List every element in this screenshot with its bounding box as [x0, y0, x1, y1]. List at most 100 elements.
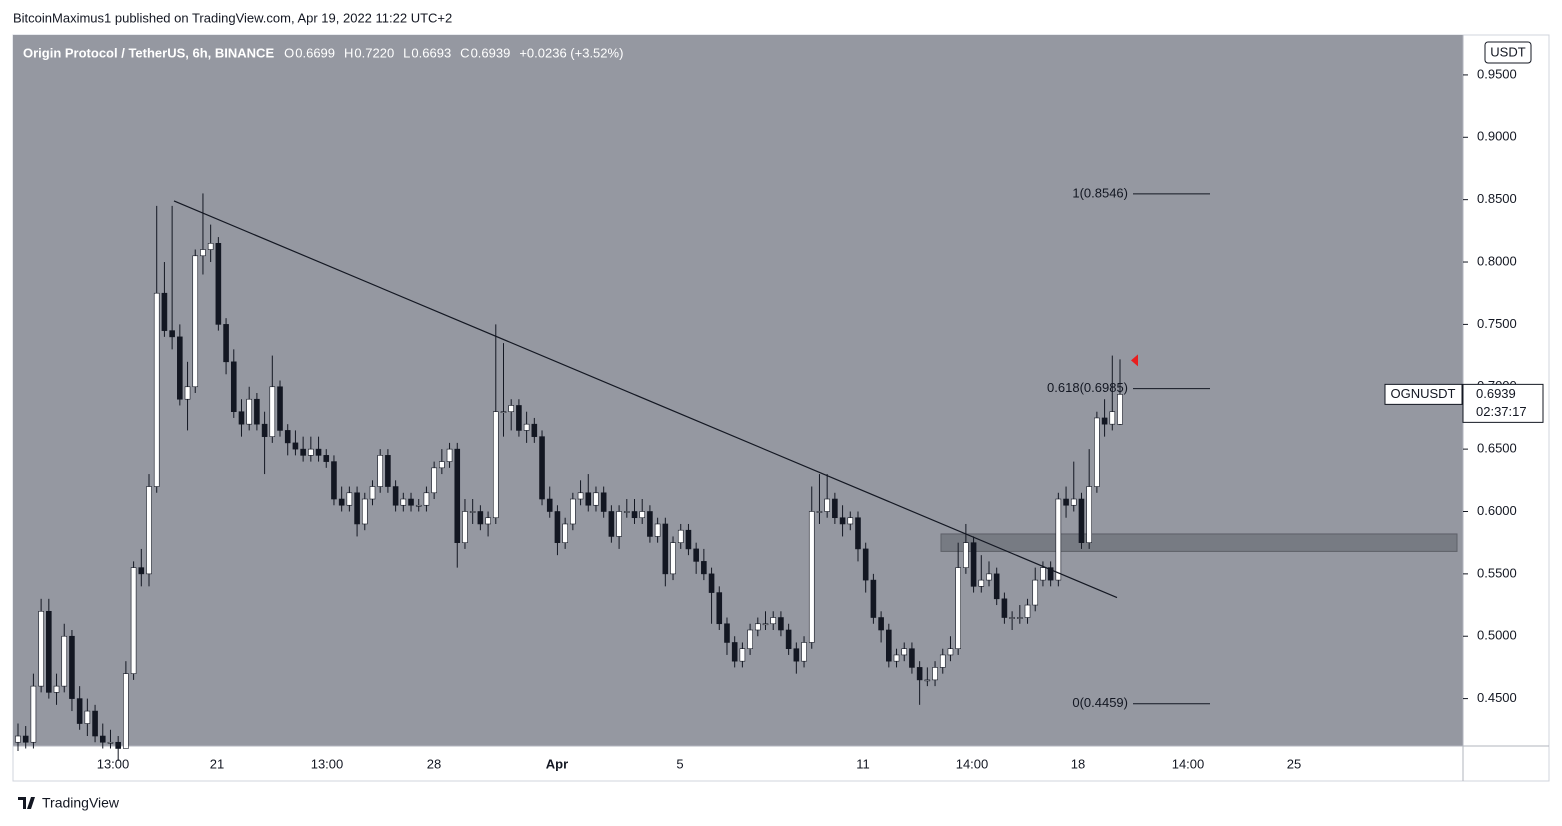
candle-body — [446, 448, 453, 462]
candle-body — [701, 561, 707, 575]
candle-body — [770, 617, 777, 625]
trendline — [173, 200, 1118, 599]
candle-body — [654, 523, 661, 537]
candle-body — [870, 579, 877, 618]
x-tick-label: 25 — [1287, 756, 1301, 771]
candle-body — [130, 567, 137, 674]
x-tick-label: Apr — [546, 756, 568, 771]
candle-body — [439, 461, 445, 469]
candle-body — [901, 648, 908, 656]
candle-body — [539, 436, 545, 500]
candle-body — [739, 648, 746, 662]
candle-body — [76, 698, 83, 724]
candle-body — [955, 567, 961, 650]
candle-body — [708, 573, 715, 593]
candle-body — [254, 398, 260, 425]
y-tick-label: 0.6500 — [1477, 441, 1517, 456]
legend-key: C — [460, 45, 469, 60]
candle-body — [46, 610, 52, 693]
candle-body — [61, 635, 68, 687]
candle-body — [947, 648, 954, 656]
price-box — [1462, 383, 1544, 423]
candle-body — [1070, 498, 1077, 506]
candle-body — [855, 517, 861, 550]
x-tick-label: 28 — [427, 756, 441, 771]
candle-body — [361, 498, 368, 525]
candle-body — [600, 492, 607, 512]
candle-body — [1017, 617, 1023, 619]
legend-change: +0.0236 (+3.52%) — [519, 45, 623, 60]
candle-body — [408, 498, 414, 506]
candle-body — [346, 492, 353, 506]
candle-body — [400, 498, 407, 506]
candle-body — [246, 398, 252, 425]
candle-body — [824, 498, 830, 512]
x-tick-label: 14:00 — [956, 756, 989, 771]
x-tick-label: 14:00 — [1172, 756, 1205, 771]
support-zone — [940, 533, 1458, 552]
candle-body — [1117, 394, 1123, 425]
chart-pane — [13, 35, 1463, 746]
candle-body — [616, 511, 622, 537]
legend-key: H — [344, 45, 353, 60]
candle-body — [970, 542, 977, 587]
candle-body — [354, 492, 360, 525]
candle-body — [1024, 604, 1031, 618]
plot: 1(0.8546) 0.618(0.6985) 0(0.4459) — [15, 185, 1458, 761]
x-tick-label: 5 — [676, 756, 683, 771]
candle-body — [184, 386, 191, 400]
candle-body — [107, 741, 114, 744]
candle-body — [308, 448, 314, 456]
candle-body — [1001, 598, 1008, 618]
fib-label: 0.618(0.6985) — [1047, 380, 1128, 395]
candle-body — [939, 654, 946, 668]
candle-body — [99, 735, 106, 743]
candle-body — [785, 629, 792, 650]
candle-body — [724, 623, 730, 643]
candle-body — [492, 411, 499, 519]
candle-body — [623, 511, 630, 513]
x-tick-label: 18 — [1071, 756, 1085, 771]
candle-body — [15, 735, 21, 743]
candle-body — [315, 448, 322, 456]
candle-body — [677, 529, 684, 543]
candle-body — [200, 249, 206, 257]
candle-body — [423, 492, 430, 506]
candle-body — [269, 386, 276, 437]
candle-body — [377, 455, 383, 487]
candle-body — [1047, 567, 1054, 581]
candle-body — [916, 667, 923, 681]
candle-body — [238, 411, 245, 425]
candle-body — [500, 411, 507, 414]
candle-body — [469, 511, 476, 513]
candle-body — [778, 617, 784, 631]
candle-body — [608, 511, 615, 537]
candle-body — [1078, 498, 1085, 543]
candle-body — [331, 461, 337, 500]
countdown: 02:37:17 — [1476, 404, 1527, 419]
candle-body — [292, 442, 299, 450]
candle-body — [762, 623, 769, 626]
candle-body — [808, 511, 815, 643]
candle-body — [323, 455, 330, 462]
candle-body — [978, 579, 985, 587]
candle-body — [22, 735, 29, 743]
candle-body — [562, 523, 568, 543]
candle-body — [369, 486, 376, 500]
candle-body — [338, 498, 345, 506]
candle-body — [1086, 486, 1092, 543]
candle-body — [192, 255, 199, 388]
candle-body — [747, 629, 753, 650]
x-tick-label: 21 — [210, 756, 224, 771]
y-tick-label: 0.4500 — [1477, 690, 1517, 705]
legend-key: O — [284, 45, 294, 60]
candle-body — [277, 386, 283, 431]
candle-body — [123, 673, 129, 749]
candle-body — [161, 292, 168, 331]
candle-body — [1101, 417, 1108, 425]
candle-body — [485, 517, 491, 525]
candle-body — [577, 492, 584, 500]
candle-body — [92, 710, 98, 737]
x-tick-label: 13:00 — [311, 756, 344, 771]
